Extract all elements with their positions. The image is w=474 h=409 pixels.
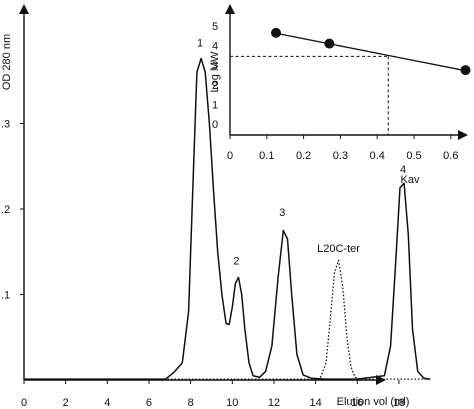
main-labels: 1 2 3 L20C-ter 4	[197, 38, 406, 268]
main-x-tick-label: 6	[146, 397, 152, 409]
inset-y-tick-label: 1	[212, 99, 218, 111]
data-point	[271, 27, 281, 38]
inset-y-tick-label: 3	[212, 60, 218, 72]
main-x-tick-label: 14	[309, 397, 321, 409]
peak-label: 1	[197, 38, 203, 50]
inset-axes: Log MW Kav	[209, 4, 468, 186]
inset-x-tick-label: 0	[227, 150, 233, 162]
peak-label: 3	[279, 207, 285, 219]
main-y-axis-title: OD 280 nm	[1, 34, 13, 90]
inset-x-tick-label: 0.3	[333, 150, 348, 162]
inset-y-axis-title: Log MW	[209, 51, 221, 93]
peak-label: 4	[400, 164, 406, 176]
fit-line	[275, 32, 466, 72]
inset-y-tick-label: 4	[212, 41, 218, 53]
inset-y-tick-label: 0	[212, 119, 218, 131]
main-x-tick-label: 12	[268, 397, 280, 409]
series-line-l20c-ter	[24, 259, 431, 380]
inset-x-tick-label: 0.4	[370, 150, 385, 162]
main-series	[24, 57, 431, 380]
main-x-tick-label: 8	[188, 397, 194, 409]
main-x-axis-arrow	[376, 375, 386, 385]
main-x-axis-title: Elution vol (ml)	[337, 396, 410, 408]
main-y-tick-label: .1	[1, 290, 10, 302]
inset-x-tick-label: 0.2	[296, 150, 311, 162]
main-x-tick-label: 18	[393, 397, 405, 409]
main-y-axis-arrow	[19, 4, 29, 14]
inset-x-tick-label: 0.1	[259, 150, 274, 162]
data-point	[324, 38, 335, 49]
inset-x-axis-title: Kav	[401, 174, 420, 186]
inset-ticks: 00.10.20.30.40.50.60.7012345	[212, 21, 459, 162]
main-x-tick-label: 4	[104, 397, 110, 409]
main-x-tick-label: 16	[351, 397, 363, 409]
inset-x-tick-label: 0.6	[443, 150, 458, 162]
main-x-tick-label: 10	[226, 397, 238, 409]
inset-y-tick-label: 2	[212, 80, 218, 92]
inset-x-axis-arrow	[458, 130, 468, 140]
main-y-tick-label: .2	[1, 204, 10, 216]
main-axes: OD 280 nm Elution vol (ml)	[1, 4, 409, 408]
peak-label: 2	[233, 256, 239, 268]
inset-x-tick-label: 0.5	[406, 150, 421, 162]
series-line-peaks	[24, 57, 431, 380]
main-x-tick-label: 0	[21, 397, 27, 409]
peak-label: L20C-ter	[317, 243, 360, 255]
data-point	[460, 65, 471, 76]
main-ticks: 0 2 4 6 8 10 12 14 16 18 .1 .2 .3	[1, 119, 405, 409]
main-y-tick-label: .3	[1, 119, 10, 131]
inset-marks	[230, 27, 471, 135]
main-x-tick-label: 2	[63, 397, 69, 409]
inset-y-tick-label: 5	[212, 21, 218, 33]
inset-y-axis-arrow	[225, 4, 235, 14]
